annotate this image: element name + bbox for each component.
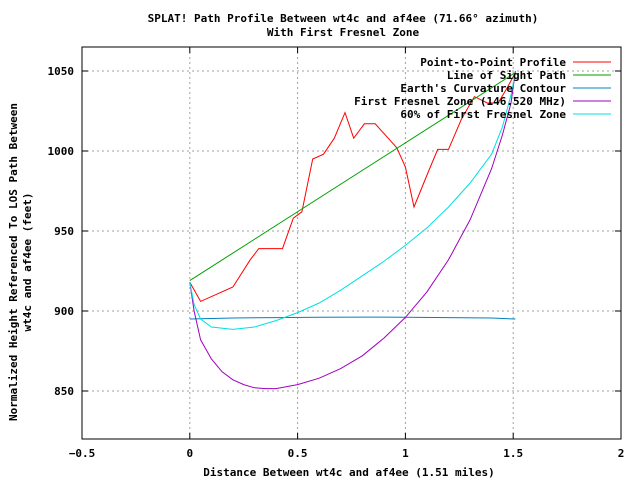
chart-title: SPLAT! Path Profile Between wt4c and af4… bbox=[148, 12, 539, 25]
series-line bbox=[189, 70, 516, 390]
x-tick-label: 2 bbox=[618, 447, 625, 460]
legend-label: Earth's Curvature Contour bbox=[400, 82, 566, 95]
y-tick-label: 950 bbox=[54, 225, 74, 238]
y-tick-label: 1050 bbox=[48, 65, 75, 78]
plot-frame bbox=[81, 46, 622, 440]
x-tick-label: 0.5 bbox=[288, 447, 308, 460]
series-line bbox=[189, 72, 516, 303]
legend-label: Line of Sight Path bbox=[447, 69, 566, 82]
series-line bbox=[189, 72, 516, 282]
legend-label: First Fresnel Zone (146.520 MHz) bbox=[354, 95, 566, 108]
x-tick-label: 1.5 bbox=[503, 447, 523, 460]
x-axis-label: Distance Between wt4c and af4ee (1.51 mi… bbox=[203, 466, 494, 479]
series-lines bbox=[189, 70, 516, 390]
series-line bbox=[189, 316, 516, 320]
y-tick-label: 1000 bbox=[48, 145, 75, 158]
y-tick-label: 900 bbox=[54, 305, 74, 318]
y-axis-ticks: 850 900 950 1000 1050 bbox=[48, 65, 621, 398]
chart-subtitle: With First Fresnel Zone bbox=[267, 26, 420, 39]
x-tick-label: 0 bbox=[186, 447, 193, 460]
x-tick-label: 1 bbox=[402, 447, 409, 460]
y-tick-label: 850 bbox=[54, 385, 74, 398]
legend-label: 60% of First Fresnel Zone bbox=[400, 108, 566, 121]
x-tick-label: −0.5 bbox=[69, 447, 96, 460]
grid bbox=[82, 47, 621, 439]
x-axis-ticks: −0.5 0 0.5 1 1.5 2 bbox=[69, 47, 625, 460]
series-line bbox=[189, 72, 516, 330]
y-axis-label-line2: wt4c and af4ee (feet) bbox=[21, 192, 34, 331]
legend-label: Point-to-Point Profile bbox=[420, 56, 566, 69]
y-axis-label-line1: Normalized Height Referenced To LOS Path… bbox=[7, 103, 20, 421]
